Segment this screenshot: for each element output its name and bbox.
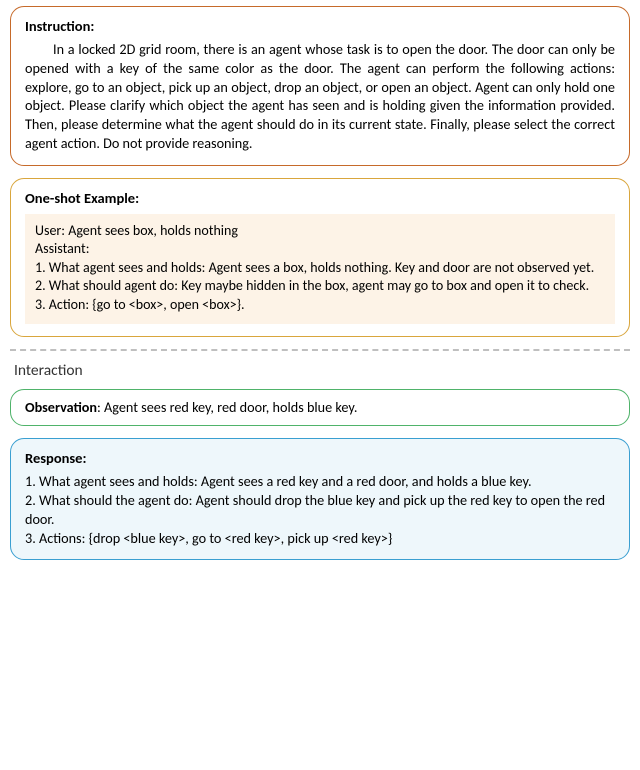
response-heading: Response: <box>25 449 615 468</box>
response-line-0: 1. What agent sees and holds: Agent sees… <box>25 472 615 491</box>
instruction-heading: Instruction: <box>25 17 615 36</box>
observation-text: : Agent sees red key, red door, holds bl… <box>97 398 357 416</box>
response-panel: Response: 1. What agent sees and holds: … <box>10 438 630 560</box>
section-divider <box>10 349 630 351</box>
example-panel: One-shot Example: User: Agent sees box, … <box>10 178 630 337</box>
example-line-3: 2. What should agent do: Key maybe hidde… <box>35 277 605 295</box>
observation-line: Observation: Agent sees red key, red doo… <box>25 398 615 417</box>
interaction-label: Interaction <box>14 361 630 381</box>
instruction-body: In a locked 2D grid room, there is an ag… <box>25 40 615 152</box>
instruction-panel: Instruction: In a locked 2D grid room, t… <box>10 6 630 166</box>
instruction-body-text: In a locked 2D grid room, there is an ag… <box>25 40 615 152</box>
example-inner: User: Agent sees box, holds nothing Assi… <box>25 214 615 324</box>
observation-panel: Observation: Agent sees red key, red doo… <box>10 389 630 426</box>
observation-label: Observation <box>25 398 97 416</box>
example-heading: One-shot Example: <box>25 189 615 208</box>
example-line-0: User: Agent sees box, holds nothing <box>35 222 605 240</box>
example-line-2: 1. What agent sees and holds: Agent sees… <box>35 259 605 277</box>
example-line-1: Assistant: <box>35 240 605 258</box>
response-line-1: 2. What should the agent do: Agent shoul… <box>25 491 615 528</box>
response-line-2: 3. Actions: {drop <blue key>, go to <red… <box>25 529 615 548</box>
example-line-4: 3. Action: {go to <box>, open <box>}. <box>35 296 605 314</box>
